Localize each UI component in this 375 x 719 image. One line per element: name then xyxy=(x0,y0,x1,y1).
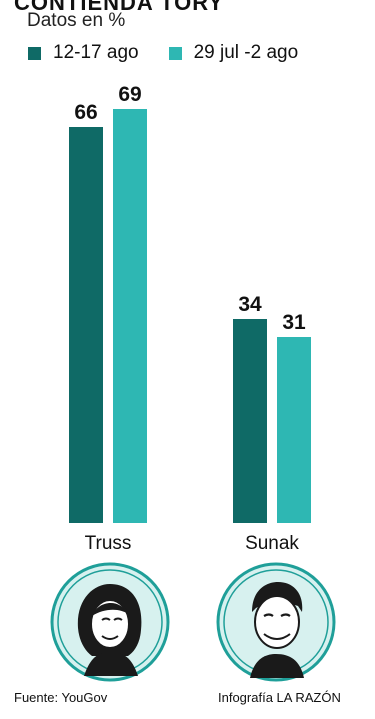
bar-sunak-series-2 xyxy=(277,337,311,523)
legend-item-series-1: 12-17 ago xyxy=(28,42,139,64)
legend-label-series-1: 12-17 ago xyxy=(53,42,139,63)
legend-swatch-series-2 xyxy=(168,46,182,60)
bar-truss-series-2 xyxy=(113,109,147,523)
data-label-sunak-series-1: 34 xyxy=(238,293,262,316)
chart-title-fragment: CONTIENDA TORY xyxy=(14,0,224,15)
data-label-sunak-series-2: 31 xyxy=(282,311,306,334)
credit-note: Infografía LA RAZÓN xyxy=(218,690,341,705)
data-label-truss-series-2: 69 xyxy=(118,83,141,106)
category-label-sunak: Sunak xyxy=(245,533,299,554)
legend-label-series-2: 29 jul -2 ago xyxy=(193,42,299,63)
legend-item-series-2: 29 jul -2 ago xyxy=(168,42,299,64)
category-label-truss: Truss xyxy=(85,533,132,554)
legend: 12-17 ago 29 jul -2 ago xyxy=(28,42,328,64)
chart-subtitle: Datos en % xyxy=(27,10,126,31)
bar-sunak-series-1 xyxy=(233,319,267,523)
data-label-truss-series-1: 66 xyxy=(74,101,97,124)
bar-truss-series-1 xyxy=(69,127,103,523)
truss-portrait-icon xyxy=(48,560,172,689)
source-note: Fuente: YouGov xyxy=(14,690,108,705)
bar-chart: 66 69 Truss 34 31 Sunak xyxy=(69,83,311,554)
sunak-portrait-icon xyxy=(214,560,338,689)
legend-swatch-series-1 xyxy=(28,46,41,60)
